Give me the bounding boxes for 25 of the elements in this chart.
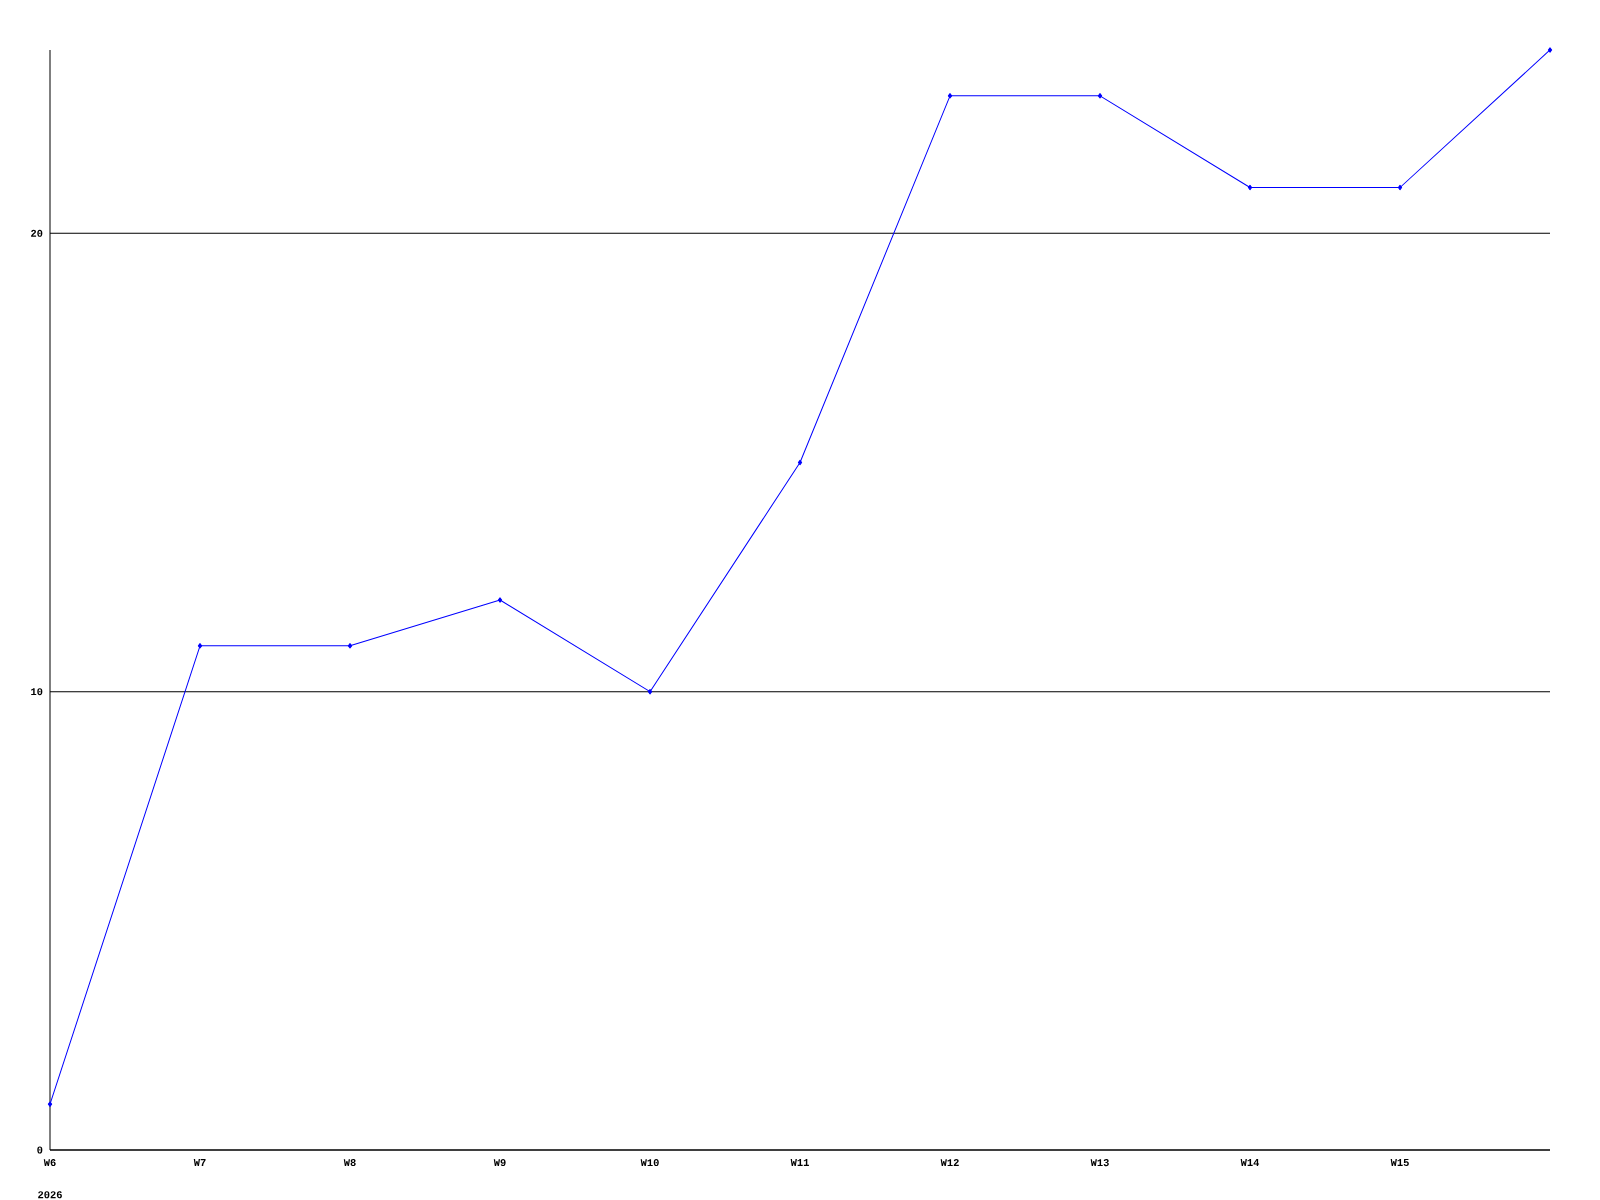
point (47, 1101, 53, 1107)
point (1547, 47, 1553, 53)
point (347, 643, 353, 649)
x-tick-label: W10 (640, 1159, 659, 1167)
text: 2026 (38, 1191, 62, 1199)
x-tick-label: W8 (343, 1159, 356, 1167)
point (1397, 184, 1403, 191)
x-tick-label: W14 (1240, 1159, 1260, 1166)
x-tick-label: W7 (193, 1159, 206, 1166)
y-tick-label: 10 (31, 688, 43, 696)
x-tick-label: W12 (940, 1159, 959, 1167)
y-tick-label: 20 (31, 229, 43, 237)
point (1247, 184, 1253, 191)
point (497, 597, 503, 603)
x-tick-label: W11 (790, 1159, 809, 1166)
x-tick-label: W15 (1390, 1159, 1409, 1167)
x-tick-label: W6 (43, 1159, 56, 1167)
point (1097, 93, 1103, 99)
x-tick-label: W13 (1090, 1159, 1109, 1167)
point (797, 459, 803, 466)
point (197, 643, 203, 649)
y-tick-label: 0 (37, 1146, 43, 1154)
point (647, 688, 653, 695)
point (947, 93, 953, 99)
x-tick-label: W9 (493, 1159, 506, 1167)
